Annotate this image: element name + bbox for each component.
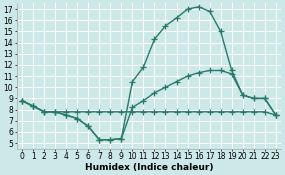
X-axis label: Humidex (Indice chaleur): Humidex (Indice chaleur) xyxy=(85,163,213,172)
